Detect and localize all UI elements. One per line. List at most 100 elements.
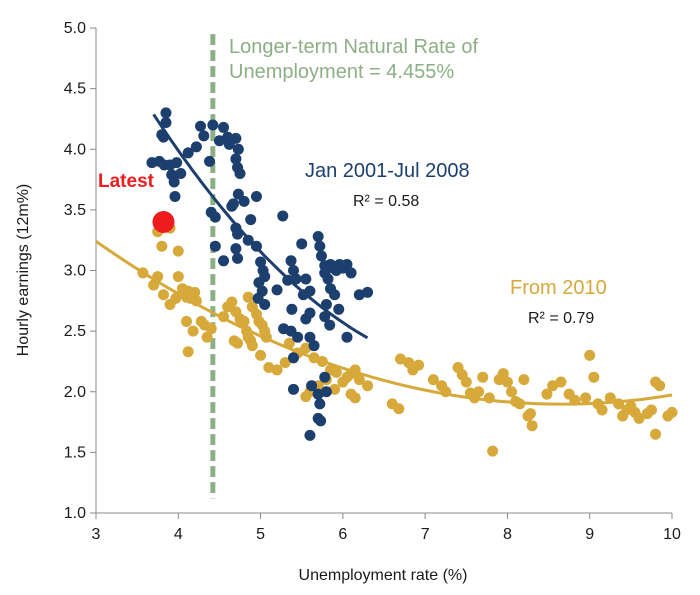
data-point-2001-2008 <box>190 141 202 153</box>
data-point-from-2010 <box>596 404 608 416</box>
data-point-2001-2008 <box>341 258 353 270</box>
data-point-2001-2008 <box>234 168 246 179</box>
data-point-from-2010 <box>526 420 538 432</box>
data-point-2001-2008 <box>182 147 194 159</box>
data-point-2001-2008 <box>304 331 316 343</box>
data-point-from-2010 <box>497 368 509 380</box>
data-point-2001-2008 <box>315 250 327 262</box>
x-tick-label: 6 <box>338 526 347 543</box>
data-point-from-2010 <box>246 340 258 352</box>
data-point-from-2010 <box>271 364 283 376</box>
data-point-2001-2008 <box>292 331 304 343</box>
data-point-2001-2008 <box>259 298 271 310</box>
data-point-2001-2008 <box>245 214 257 226</box>
data-point-from-2010 <box>650 428 662 440</box>
data-point-from-2010 <box>645 404 657 416</box>
data-point-from-2010 <box>541 388 553 400</box>
y-tick-label: 2.0 <box>64 384 86 401</box>
data-point-from-2010 <box>181 315 193 327</box>
data-point-2001-2008 <box>253 277 265 289</box>
data-point-2001-2008 <box>230 243 242 255</box>
data-point-2001-2008 <box>285 255 297 267</box>
data-point-2001-2008 <box>169 191 181 203</box>
series-from-2010-points <box>137 222 678 457</box>
data-point-2001-2008 <box>232 252 244 264</box>
data-point-from-2010 <box>187 325 199 337</box>
series-2001-2008-r-squared: R² = 0.58 <box>353 193 419 210</box>
data-point-2001-2008 <box>209 240 221 252</box>
data-point-from-2010 <box>232 337 244 349</box>
data-point-2001-2008 <box>250 191 262 203</box>
data-point-2001-2008 <box>287 265 299 276</box>
data-point-2001-2008 <box>329 289 341 301</box>
data-point-2001-2008 <box>319 371 331 383</box>
data-point-from-2010 <box>353 374 365 386</box>
data-point-from-2010 <box>255 349 267 361</box>
data-point-2001-2008 <box>271 284 283 296</box>
data-point-from-2010 <box>604 392 616 404</box>
data-point-2001-2008 <box>207 119 219 131</box>
data-point-2001-2008 <box>306 380 318 392</box>
series-2001-2008-label: Jan 2001-Jul 2008 <box>305 160 470 182</box>
data-point-from-2010 <box>584 349 596 361</box>
series-from-2010-r-squared: R² = 0.79 <box>528 310 594 327</box>
data-point-2001-2008 <box>320 386 332 398</box>
y-tick-label: 2.5 <box>64 323 86 340</box>
y-axis-title: Hourly earnings (12m%) <box>15 184 32 357</box>
data-point-2001-2008 <box>175 168 187 179</box>
data-point-2001-2008 <box>296 238 308 250</box>
natural-rate-label-line1: Longer-term Natural Rate of <box>229 36 478 58</box>
data-point-from-2010 <box>393 403 405 415</box>
data-point-2001-2008 <box>230 132 242 144</box>
data-point-2001-2008 <box>300 313 312 325</box>
data-point-2001-2008 <box>218 121 230 133</box>
data-point-2001-2008 <box>277 210 289 222</box>
data-point-2001-2008 <box>314 240 326 252</box>
y-tick-label: 5.0 <box>64 20 86 37</box>
data-point-2001-2008 <box>168 176 180 188</box>
data-point-from-2010 <box>633 412 645 424</box>
y-tick-label: 1.5 <box>64 444 86 461</box>
x-tick-label: 10 <box>663 526 681 543</box>
data-point-2001-2008 <box>341 331 353 343</box>
x-tick-label: 9 <box>585 526 594 543</box>
data-point-from-2010 <box>477 371 489 383</box>
x-tick-label: 8 <box>503 526 512 543</box>
y-tick-label: 4.0 <box>64 141 86 158</box>
x-tick-label: 3 <box>92 526 101 543</box>
data-point-from-2010 <box>487 445 499 457</box>
data-point-2001-2008 <box>160 107 172 119</box>
data-point-2001-2008 <box>319 311 331 323</box>
latest-point-marker <box>152 211 175 233</box>
data-point-from-2010 <box>226 296 238 308</box>
data-point-2001-2008 <box>304 429 316 441</box>
series-2001-2008-trendline <box>152 113 369 340</box>
data-point-2001-2008 <box>232 143 244 155</box>
series-from-2010-trendline <box>95 240 673 406</box>
y-tick-label: 3.5 <box>64 202 86 219</box>
data-point-2001-2008 <box>255 256 267 268</box>
data-point-2001-2008 <box>171 157 183 169</box>
y-tick-label: 4.5 <box>64 81 86 98</box>
data-point-2001-2008 <box>287 383 299 395</box>
data-point-from-2010 <box>588 371 600 383</box>
y-tick-label: 3.0 <box>64 263 86 280</box>
data-point-from-2010 <box>205 323 217 335</box>
x-tick-label: 5 <box>256 526 265 543</box>
data-point-2001-2008 <box>287 352 299 364</box>
data-point-from-2010 <box>518 374 530 386</box>
data-point-2001-2008 <box>213 135 225 147</box>
data-point-2001-2008 <box>362 286 374 298</box>
x-tick-label: 4 <box>174 526 183 543</box>
data-point-from-2010 <box>555 376 567 388</box>
data-point-from-2010 <box>238 315 250 327</box>
data-point-2001-2008 <box>286 303 298 315</box>
data-point-from-2010 <box>349 392 361 404</box>
data-point-2001-2008 <box>230 153 242 165</box>
series-from-2010-label: From 2010 <box>510 277 607 299</box>
data-point-2001-2008 <box>300 273 312 285</box>
y-axis-ticks: 1.0 1.5 2.0 2.5 3.0 3.5 4.0 4.5 5.0 <box>64 20 96 522</box>
data-point-2001-2008 <box>218 255 230 267</box>
data-point-from-2010 <box>156 240 168 252</box>
